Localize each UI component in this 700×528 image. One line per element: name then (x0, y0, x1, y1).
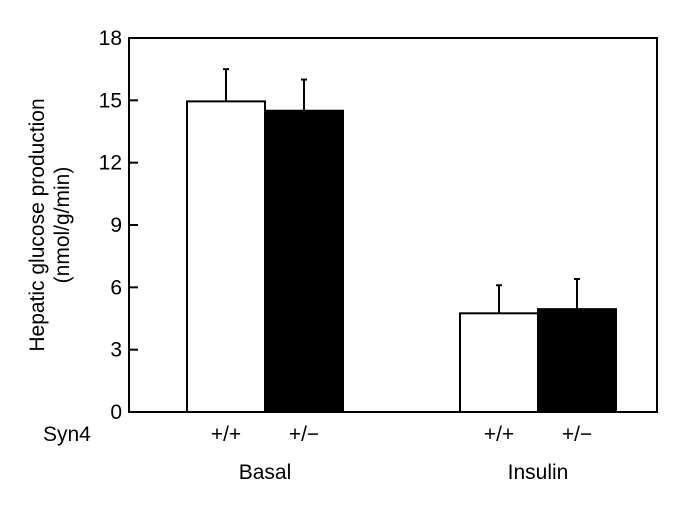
genotype-label-0-0: +/+ (211, 423, 241, 446)
bar-0-1 (459, 312, 539, 413)
y-tick-label-4: 12 (99, 152, 122, 175)
y-tick-label-1: 3 (110, 339, 122, 362)
plot-frame (128, 37, 658, 413)
category-labels: +/+ +/− Basal +/+ +/− Insulin (211, 423, 592, 484)
y-tick-label-0: 0 (110, 401, 122, 424)
group-label-0: Basal (239, 461, 292, 484)
y-axis-label-line1: Hepatic glucose production (26, 98, 49, 351)
syn4-row-label: Syn4 (43, 423, 91, 446)
genotype-label-1-0: +/+ (484, 423, 514, 446)
y-axis-ticks: 0 3 6 9 12 15 18 (99, 27, 138, 424)
bar-1-1 (537, 308, 617, 413)
y-tick-label-3: 9 (110, 214, 122, 237)
genotype-label-1-1: +/− (562, 423, 592, 446)
group-label-1: Insulin (508, 461, 569, 484)
y-axis-label-line2: (nmol/g/min) (51, 167, 74, 284)
y-tick-label-6: 18 (99, 27, 122, 50)
y-tick-label-5: 15 (99, 89, 122, 112)
bar-0-0 (186, 100, 266, 413)
bar-1-0 (264, 109, 344, 413)
y-tick-label-2: 6 (110, 276, 122, 299)
genotype-label-0-1: +/− (289, 423, 319, 446)
bars (186, 68, 617, 413)
